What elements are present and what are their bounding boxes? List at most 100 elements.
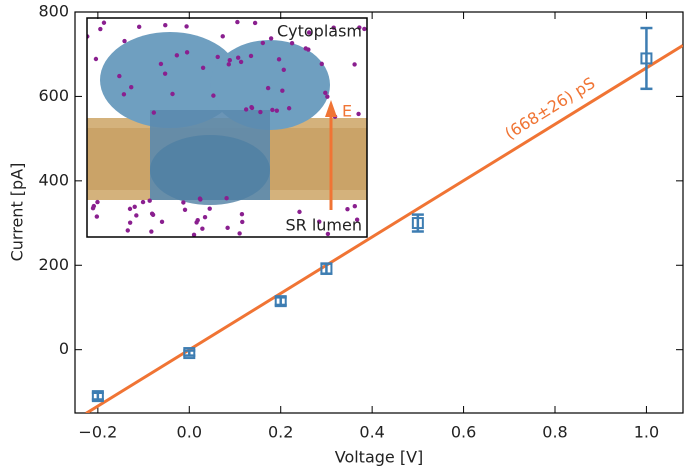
- ion: [280, 88, 285, 93]
- ion: [258, 109, 263, 115]
- ion: [224, 196, 229, 201]
- ion: [225, 225, 230, 231]
- ion: [243, 107, 249, 112]
- ion: [248, 53, 254, 59]
- ion: [276, 57, 282, 62]
- y-tick-label: 400: [38, 170, 69, 189]
- arrow-head: [325, 100, 337, 117]
- ion: [151, 110, 157, 115]
- ion: [281, 67, 286, 72]
- ion: [202, 214, 208, 220]
- x-tick-label: 0.6: [451, 423, 476, 442]
- ion: [252, 20, 258, 26]
- ion: [356, 111, 361, 117]
- x-tick-label: −0.2: [78, 423, 117, 442]
- ion: [127, 206, 133, 212]
- ion: [149, 229, 154, 234]
- ion: [182, 207, 188, 212]
- ion: [140, 199, 146, 205]
- ion: [357, 25, 362, 30]
- ion: [132, 204, 137, 209]
- ion: [270, 107, 275, 113]
- ion: [274, 108, 280, 113]
- x-tick-label: 0.2: [268, 423, 293, 442]
- ion: [191, 232, 197, 237]
- ion: [207, 206, 212, 211]
- ion: [101, 20, 107, 25]
- ion: [325, 94, 330, 99]
- ion: [352, 204, 358, 209]
- ion: [237, 231, 242, 236]
- ion: [260, 40, 266, 46]
- ion: [319, 61, 324, 67]
- ion: [136, 24, 142, 30]
- inset-label: SR lumen: [285, 216, 362, 235]
- ion: [331, 25, 336, 30]
- inset-image: [87, 18, 367, 237]
- ion: [150, 212, 156, 217]
- ion: [174, 53, 180, 58]
- ion: [162, 71, 168, 76]
- ion: [184, 24, 189, 29]
- ion: [289, 40, 295, 46]
- y-tick-label: 0: [59, 339, 69, 358]
- ion: [95, 199, 100, 205]
- point: [640, 52, 653, 65]
- ion: [170, 91, 175, 97]
- x-tick-label: 1.0: [634, 423, 659, 442]
- ion: [211, 93, 216, 98]
- ion: [93, 56, 99, 62]
- ion: [345, 206, 350, 212]
- ion: [163, 23, 168, 28]
- ion: [121, 92, 127, 97]
- ion: [238, 59, 244, 65]
- ion: [306, 30, 312, 35]
- ion: [181, 200, 186, 205]
- ion: [226, 62, 231, 67]
- point: [320, 262, 333, 275]
- ion: [184, 50, 190, 55]
- ion: [227, 58, 232, 63]
- ion: [159, 219, 165, 225]
- ion: [147, 198, 152, 203]
- ion: [195, 217, 200, 223]
- ion: [200, 65, 206, 71]
- inset-label: Cytoplasm: [277, 22, 362, 41]
- ion: [323, 90, 328, 96]
- point: [411, 217, 424, 230]
- ion: [98, 26, 103, 32]
- ion: [125, 228, 130, 233]
- ion: [122, 38, 127, 44]
- fit-line: [85, 44, 683, 413]
- y-tick-label: 800: [38, 2, 69, 21]
- x-tick-label: 0.4: [359, 423, 384, 442]
- ion: [268, 36, 274, 41]
- point: [183, 347, 196, 360]
- ion: [235, 55, 241, 60]
- ion: [220, 34, 225, 39]
- point: [274, 295, 287, 308]
- inset-frame: [86, 17, 368, 238]
- ion: [249, 105, 254, 110]
- ion: [215, 54, 220, 60]
- ion: [352, 62, 357, 67]
- plot-frame: [74, 11, 684, 414]
- ion: [94, 214, 100, 219]
- ion: [354, 217, 360, 222]
- y-tick-label: 600: [38, 86, 69, 105]
- ion: [286, 106, 292, 111]
- ion: [240, 219, 245, 225]
- ion: [90, 206, 96, 211]
- ion: [198, 197, 203, 202]
- y-tick-label: 200: [38, 255, 69, 274]
- y-axis-label: Current [pA]: [8, 163, 27, 262]
- ion: [297, 209, 302, 215]
- ion: [158, 61, 164, 67]
- x-tick-label: 0.0: [177, 423, 202, 442]
- ion: [239, 211, 245, 217]
- ion: [265, 85, 271, 91]
- ion: [317, 219, 322, 224]
- ion: [134, 213, 139, 218]
- ion: [325, 231, 331, 237]
